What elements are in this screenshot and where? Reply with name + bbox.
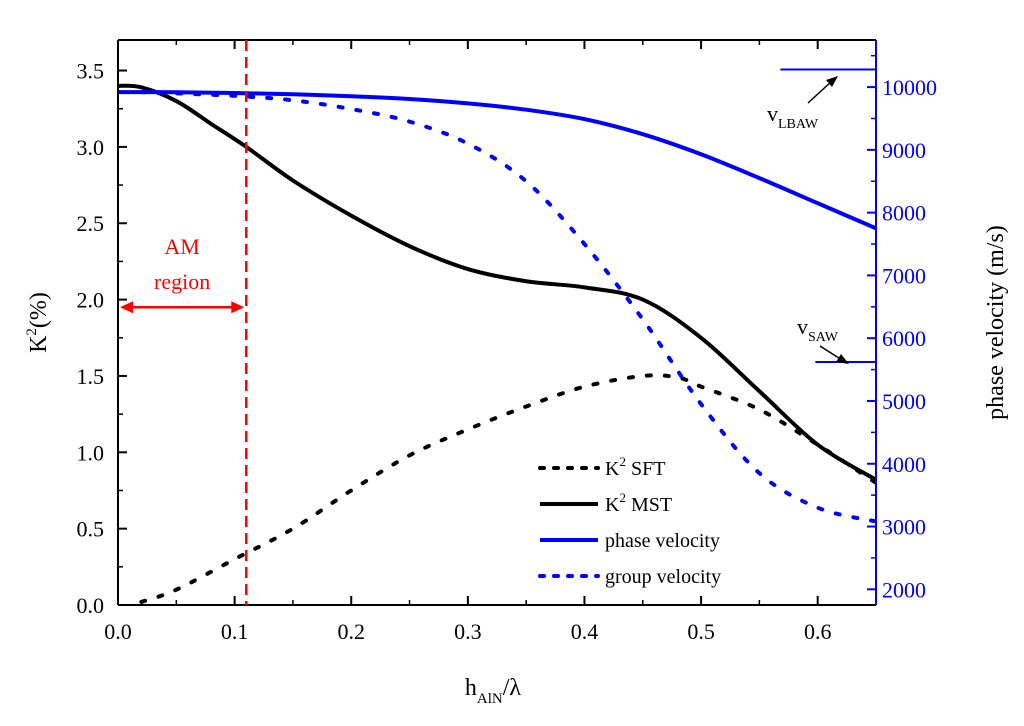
x-tick-label: 0.2	[337, 619, 365, 644]
left-y-tick-label: 1.5	[77, 364, 105, 389]
legend-label-group-velocity: group velocity	[605, 566, 721, 588]
left-y-tick-label: 0.5	[77, 517, 105, 542]
reference-arrow-v_LBAW	[807, 80, 833, 104]
left-y-tick-label: 0.0	[77, 593, 105, 618]
right-y-tick-label: 3000	[882, 515, 926, 540]
right-y-tick-label: 6000	[882, 326, 926, 351]
am-region-arrow-head-left	[120, 301, 133, 314]
left-y-tick-label: 3.0	[77, 135, 105, 160]
x-tick-label: 0.0	[104, 619, 132, 644]
reference-label-v_LBAW: vLBAW	[767, 101, 819, 132]
right-y-tick-label: 8000	[882, 201, 926, 226]
x-tick-label: 0.6	[804, 619, 832, 644]
axes-layer: 0.0 0.1 0.2 0.3 0.4 0.5 0.6 0.0 0.5 1.0 1.5 2.0 2.5 3…	[24, 39, 1009, 707]
legend-label-phase-velocity: phase velocity	[605, 530, 720, 552]
right-y-tick-label: 4000	[882, 452, 926, 477]
reference-arrowhead-v_SAW	[836, 354, 849, 364]
annotations: AM region vLBAW vSAW	[120, 40, 876, 605]
reference-arrow-v_SAW	[819, 345, 843, 361]
right-y-tick-label: 10000	[882, 75, 937, 100]
left-y-tick-label: 2.5	[77, 211, 105, 236]
series-line-k2-sft	[139, 373, 876, 604]
right-y-tick-label: 7000	[882, 263, 926, 288]
right-y-tick-label: 9000	[882, 138, 926, 163]
am-region-label-line2: region	[154, 269, 210, 294]
reference-arrowhead-v_LBAW	[826, 76, 838, 87]
plot-layer	[118, 83, 876, 604]
series-line-phase-velocity	[118, 90, 876, 231]
x-tick-label: 0.4	[571, 619, 599, 644]
x-axis-title: hAlN/λ	[465, 675, 522, 707]
right-y-tick-label: 5000	[882, 389, 926, 414]
legend: K2 SFT K2 MST phase velocity group velocity	[538, 454, 721, 588]
legend-label-k2-mst: K2 MST	[605, 490, 672, 516]
left-y-tick-label: 1.0	[77, 440, 105, 465]
series-line-k2-mst	[118, 83, 876, 482]
right-y-axis-title: phase velocity (m/s)	[983, 225, 1009, 420]
left-y-tick-label: 2.0	[77, 288, 105, 313]
series-line-group-velocity	[139, 90, 876, 524]
left-y-axis-title: K2(%)	[24, 292, 52, 353]
reference-label-v_SAW: vSAW	[797, 314, 839, 345]
left-y-tick-label: 3.5	[77, 59, 105, 84]
am-region-label-line1: AM	[164, 234, 199, 259]
x-tick-label: 0.3	[454, 619, 482, 644]
legend-label-k2-sft: K2 SFT	[605, 454, 665, 480]
right-y-tick-label: 2000	[882, 577, 926, 602]
x-tick-label: 0.1	[221, 619, 249, 644]
x-tick-label: 0.5	[687, 619, 715, 644]
am-region-arrow-head-right	[231, 301, 245, 314]
